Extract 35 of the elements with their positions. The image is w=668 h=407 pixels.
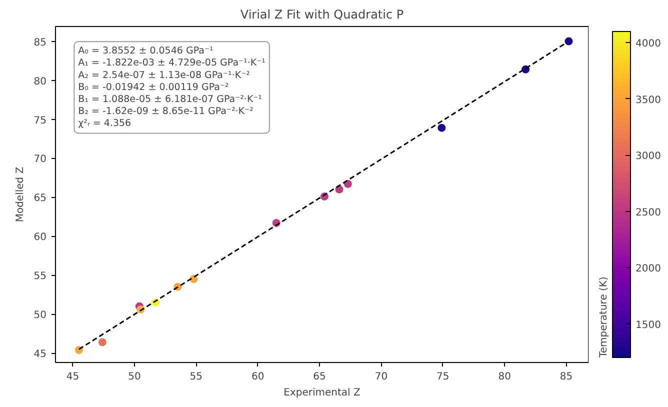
y-tick-label: 45 bbox=[34, 349, 47, 360]
y-tick-label: 55 bbox=[34, 271, 47, 282]
color-bar-label: 2500 bbox=[636, 207, 661, 218]
annotation: A₁ = -1.822e-03 ± 4.729e-05 GPa⁻¹·K⁻¹ bbox=[78, 58, 266, 69]
color-bar-label: 4000 bbox=[636, 38, 661, 50]
y-tick-label: 60 bbox=[34, 232, 47, 244]
x-tick-label: 55 bbox=[190, 372, 203, 382]
annotation: B₂ = -1.62e-09 ± 8.65e-11 GPa⁻²·K⁻² bbox=[78, 106, 254, 118]
color-bar-label: 3500 bbox=[636, 94, 661, 106]
y-tick-label: 80 bbox=[34, 76, 47, 88]
color-bar-label: 2000 bbox=[636, 264, 661, 275]
annotation: B₁ = 1.088e-05 ± 6.181e-07 GPa⁻²·K⁻¹ bbox=[78, 94, 262, 106]
annotation: A₂ = 2.54e-07 ± 1.13e-08 GPa⁻¹·K⁻² bbox=[78, 70, 250, 81]
x-tick-label: 85 bbox=[560, 372, 573, 382]
y-tick-label: 50 bbox=[34, 310, 47, 322]
y-tick-label: 65 bbox=[34, 193, 47, 204]
annotation: χ²ᵣ = 4.356 bbox=[78, 118, 132, 130]
color-bar-label: 3000 bbox=[636, 151, 661, 162]
color-bar-label: 1500 bbox=[636, 320, 661, 331]
y-axis-title: Modelled Z bbox=[14, 166, 26, 222]
x-tick-label: 65 bbox=[313, 372, 326, 382]
x-tick-label: 80 bbox=[498, 372, 511, 382]
x-axis-title: Experimental Z bbox=[284, 388, 361, 398]
annotation: B₀ = -0.01942 ± 0.00119 GPa⁻² bbox=[78, 82, 229, 93]
y-tick-label: 85 bbox=[34, 37, 47, 48]
x-tick-label: 60 bbox=[251, 372, 264, 382]
x-tick-label: 75 bbox=[436, 372, 450, 382]
x-tick-label: 70 bbox=[374, 372, 388, 382]
y-tick-label: 70 bbox=[34, 154, 47, 166]
annotation: A₀ = 3.8552 ± 0.0546 GPa⁻¹ bbox=[78, 46, 214, 57]
color-bar-title: Temperature (K) bbox=[598, 276, 610, 358]
x-tick-label: 45 bbox=[66, 372, 80, 382]
chart-title: Virial Z Fit with Quadratic P bbox=[240, 8, 404, 22]
x-tick-label: 50 bbox=[128, 372, 141, 382]
y-tick-label: 75 bbox=[34, 115, 47, 126]
